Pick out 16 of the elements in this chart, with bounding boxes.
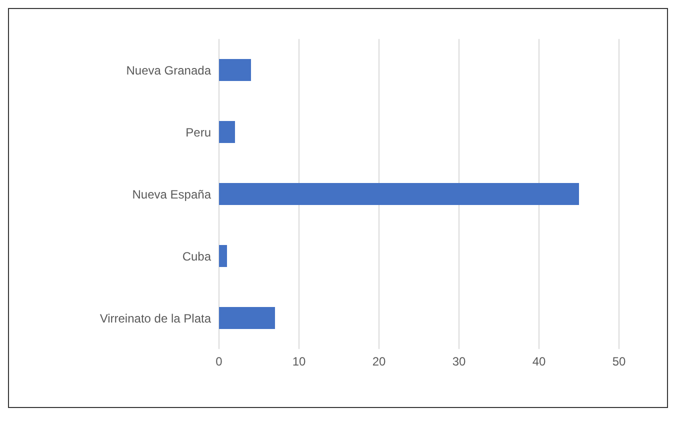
y-tick-label: Cuba xyxy=(182,249,212,264)
x-tick-label: 50 xyxy=(612,354,626,369)
y-tick-label: Peru xyxy=(186,125,211,140)
y-tick-label: Virreinato de la Plata xyxy=(100,311,212,326)
bar xyxy=(219,59,251,81)
bar xyxy=(219,183,579,205)
bar xyxy=(219,307,275,329)
y-tick-label: Nueva Granada xyxy=(126,63,212,78)
x-tick-label: 30 xyxy=(452,354,466,369)
bar xyxy=(219,121,235,143)
x-tick-label: 10 xyxy=(292,354,306,369)
y-tick-label: Nueva España xyxy=(132,187,212,202)
bar xyxy=(219,245,227,267)
x-tick-label: 40 xyxy=(532,354,546,369)
x-tick-label: 0 xyxy=(216,354,223,369)
x-tick-label: 20 xyxy=(372,354,386,369)
